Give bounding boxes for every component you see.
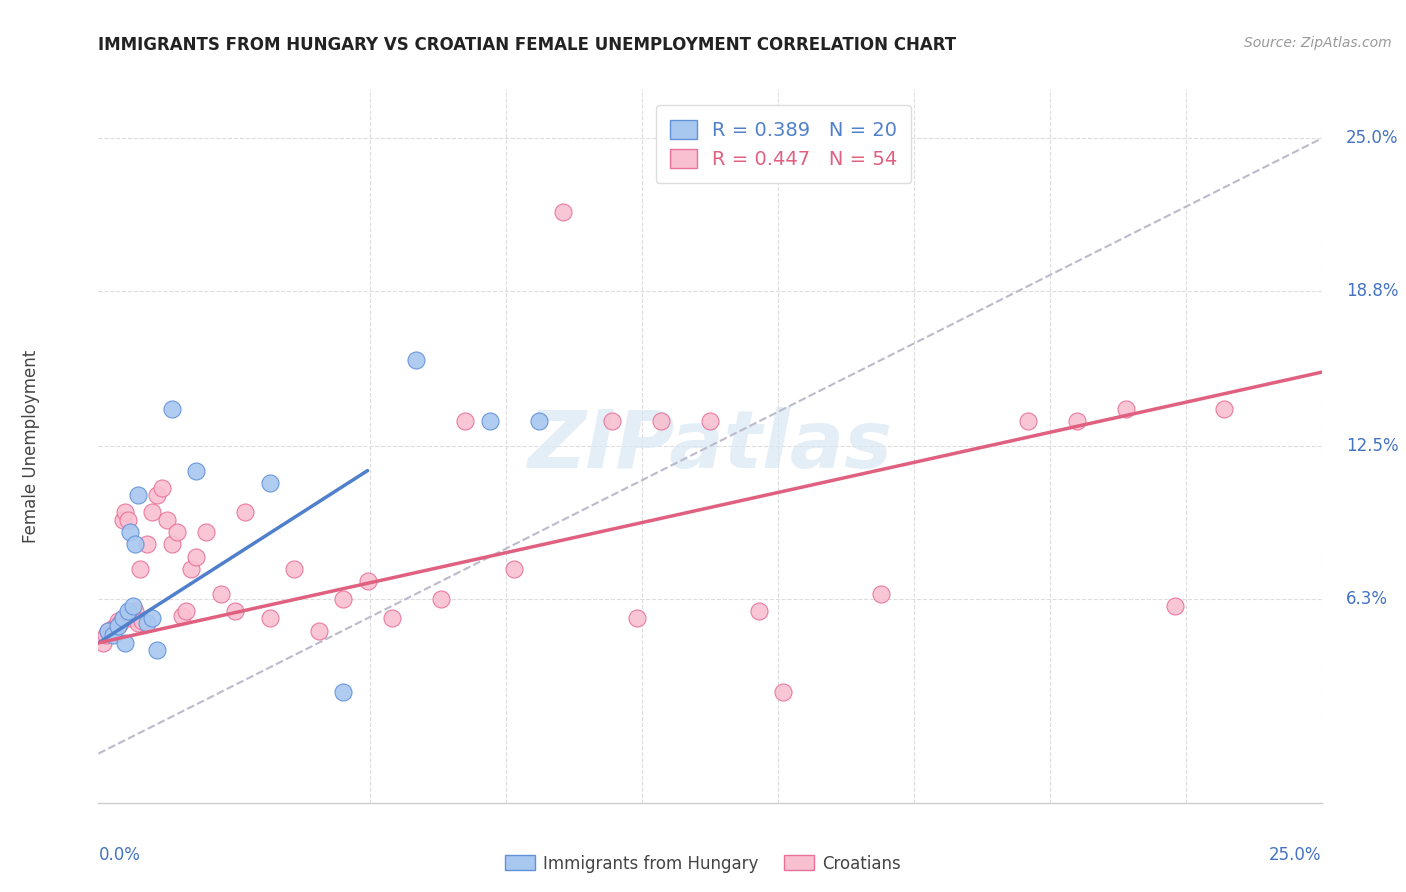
Text: 25.0%: 25.0% [1270, 846, 1322, 863]
Point [146, 643, 169, 657]
Point [136, 537, 159, 551]
Point [124, 604, 146, 618]
Point [356, 574, 378, 589]
Point [259, 475, 281, 490]
Point [131, 614, 153, 628]
Point [527, 414, 550, 428]
Point [107, 618, 129, 632]
Point [110, 616, 132, 631]
Point [870, 587, 893, 601]
Point [699, 414, 721, 428]
Point [600, 414, 623, 428]
Point [127, 616, 149, 631]
Text: ZIPatlas: ZIPatlas [527, 407, 893, 485]
Text: Female Unemployment: Female Unemployment [22, 350, 41, 542]
Point [101, 621, 124, 635]
Point [186, 464, 208, 478]
Point [1066, 414, 1088, 428]
Point [454, 414, 477, 428]
Point [553, 205, 575, 219]
Point [97, 624, 120, 638]
Text: 6.3%: 6.3% [1346, 590, 1388, 607]
Point [104, 618, 127, 632]
Point [91, 636, 114, 650]
Point [430, 591, 453, 606]
Point [94, 628, 117, 642]
Point [114, 636, 136, 650]
Point [1017, 414, 1039, 428]
Point [748, 604, 770, 618]
Point [150, 481, 173, 495]
Point [101, 628, 124, 642]
Point [120, 611, 142, 625]
Legend: R = 0.389   N = 20, R = 0.447   N = 54: R = 0.389 N = 20, R = 0.447 N = 54 [655, 105, 911, 183]
Point [308, 624, 330, 638]
Point [195, 525, 218, 540]
Point [283, 562, 305, 576]
Point [186, 549, 208, 564]
Point [141, 611, 163, 625]
Text: 12.5%: 12.5% [1346, 437, 1399, 455]
Text: IMMIGRANTS FROM HUNGARY VS CROATIAN FEMALE UNEMPLOYMENT CORRELATION CHART: IMMIGRANTS FROM HUNGARY VS CROATIAN FEMA… [98, 36, 956, 54]
Point [160, 402, 183, 417]
Point [166, 525, 188, 540]
Legend: Immigrants from Hungary, Croatians: Immigrants from Hungary, Croatians [499, 848, 907, 880]
Point [332, 591, 354, 606]
Point [170, 608, 193, 623]
Point [503, 562, 526, 576]
Point [111, 611, 134, 625]
Point [381, 611, 404, 625]
Point [136, 616, 159, 631]
Point [107, 614, 129, 628]
Point [117, 604, 139, 618]
Point [129, 562, 152, 576]
Point [772, 685, 794, 699]
Point [626, 611, 648, 625]
Point [121, 599, 143, 613]
Text: 0.0%: 0.0% [98, 846, 141, 863]
Point [478, 414, 501, 428]
Point [332, 685, 354, 699]
Point [650, 414, 672, 428]
Point [405, 352, 427, 367]
Point [209, 587, 232, 601]
Point [156, 513, 179, 527]
Point [1212, 402, 1234, 417]
Point [146, 488, 169, 502]
Point [121, 608, 143, 623]
Point [124, 537, 146, 551]
Point [120, 525, 142, 540]
Point [224, 604, 246, 618]
Point [100, 626, 122, 640]
Point [111, 513, 134, 527]
Point [259, 611, 281, 625]
Point [127, 488, 149, 502]
Point [1164, 599, 1187, 613]
Point [1115, 402, 1137, 417]
Point [160, 537, 183, 551]
Point [176, 604, 198, 618]
Point [233, 505, 256, 519]
Point [180, 562, 202, 576]
Point [97, 624, 120, 638]
Text: Source: ZipAtlas.com: Source: ZipAtlas.com [1244, 36, 1392, 50]
Text: 18.8%: 18.8% [1346, 282, 1399, 300]
Point [141, 505, 163, 519]
Text: 25.0%: 25.0% [1346, 129, 1399, 147]
Point [114, 505, 136, 519]
Point [117, 513, 139, 527]
